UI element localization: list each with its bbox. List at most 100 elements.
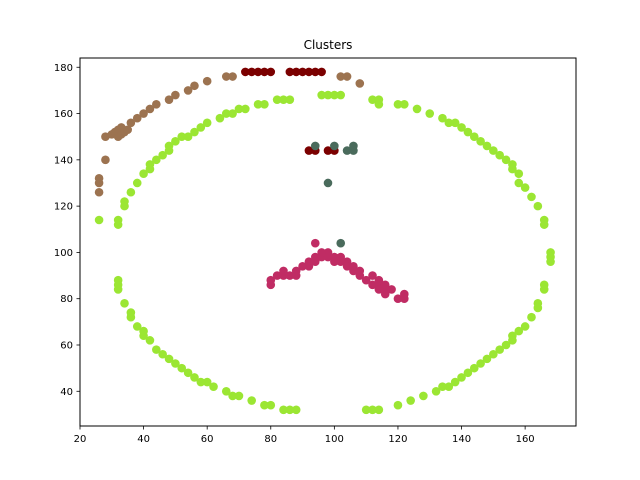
scatter-point-series-3 bbox=[260, 99, 269, 109]
scatter-point-series-4 bbox=[310, 141, 320, 151]
scatter-point-series-3 bbox=[508, 336, 517, 345]
x-tick-label: 20 bbox=[74, 434, 87, 445]
scatter-point-series-1 bbox=[190, 81, 199, 91]
scatter-point-series-3 bbox=[202, 118, 212, 128]
scatter-point-series-3 bbox=[425, 109, 435, 118]
scatter-point-series-3 bbox=[533, 303, 543, 313]
scatter-point-series-3 bbox=[393, 400, 403, 410]
y-tick-label: 60 bbox=[60, 340, 73, 351]
scatter-point-series-1 bbox=[123, 125, 132, 135]
chart-title: Clusters bbox=[304, 38, 353, 52]
scatter-point-series-1 bbox=[342, 72, 352, 81]
scatter-point-series-3 bbox=[368, 95, 377, 104]
scatter-point-series-3 bbox=[247, 396, 256, 405]
scatter-point-series-3 bbox=[482, 354, 492, 364]
scatter-point-series-3 bbox=[215, 113, 225, 123]
scatter-point-series-2 bbox=[241, 67, 250, 77]
plot-frame bbox=[79, 57, 577, 427]
scatter-point-series-4 bbox=[330, 141, 339, 151]
scatter-point-series-3 bbox=[469, 363, 479, 373]
scatter-point-series-5 bbox=[298, 262, 307, 271]
scatter-point-series-2 bbox=[304, 67, 314, 77]
scatter-point-series-3 bbox=[400, 99, 409, 109]
scatter-point-series-3 bbox=[361, 405, 371, 415]
scatter-point-series-3 bbox=[234, 391, 244, 401]
scatter-point-series-1 bbox=[183, 86, 193, 95]
scatter-point-series-3 bbox=[469, 132, 479, 141]
scatter-point-series-3 bbox=[177, 363, 187, 373]
scatter-point-series-3 bbox=[450, 377, 460, 387]
scatter-point-series-3 bbox=[241, 104, 250, 114]
y-tick-label: 180 bbox=[54, 63, 73, 74]
scatter-point-series-5 bbox=[310, 252, 320, 262]
x-tick-label: 100 bbox=[325, 434, 344, 445]
scatter-point-series-3 bbox=[209, 382, 218, 391]
scatter-point-series-3 bbox=[196, 123, 206, 132]
scatter-point-series-5 bbox=[361, 275, 371, 285]
scatter-point-series-1 bbox=[152, 99, 161, 109]
scatter-point-series-3 bbox=[476, 137, 485, 146]
scatter-point-series-5 bbox=[291, 266, 301, 276]
scatter-point-series-5 bbox=[368, 280, 377, 290]
scatter-point-series-3 bbox=[139, 326, 148, 336]
scatter-point-series-5 bbox=[349, 262, 358, 271]
scatter-point-series-5 bbox=[336, 257, 346, 266]
scatter-point-series-3 bbox=[463, 368, 473, 378]
scatter-point-series-1 bbox=[202, 76, 212, 86]
scatter-point-series-3 bbox=[495, 345, 504, 354]
scatter-point-series-3 bbox=[527, 312, 536, 322]
scatter-point-series-3 bbox=[221, 386, 231, 396]
scatter-point-series-3 bbox=[139, 169, 148, 179]
scatter-point-series-3 bbox=[495, 150, 504, 160]
scatter-point-series-5 bbox=[368, 271, 377, 280]
scatter-point-series-3 bbox=[266, 400, 276, 410]
scatter-point-series-3 bbox=[476, 359, 485, 368]
scatter-point-series-3 bbox=[438, 382, 447, 391]
scatter-point-series-3 bbox=[152, 155, 161, 165]
scatter-point-series-5 bbox=[330, 257, 339, 266]
scatter-point-series-3 bbox=[514, 169, 524, 179]
scatter-point-series-3 bbox=[164, 141, 174, 151]
scatter-point-series-3 bbox=[171, 359, 180, 368]
x-tick-label: 80 bbox=[264, 434, 277, 445]
scatter-point-series-3 bbox=[285, 405, 295, 415]
scatter-point-series-1 bbox=[101, 155, 110, 165]
scatter-point-series-3 bbox=[489, 146, 498, 155]
scatter-point-series-5 bbox=[400, 289, 409, 299]
scatter-point-series-3 bbox=[444, 118, 454, 128]
scatter-point-series-3 bbox=[202, 377, 212, 387]
scatter-point-series-2 bbox=[323, 146, 333, 155]
scatter-point-series-1 bbox=[126, 118, 136, 128]
scatter-point-series-3 bbox=[183, 132, 193, 141]
scatter-point-series-3 bbox=[546, 257, 555, 266]
scatter-point-series-3 bbox=[171, 137, 180, 146]
scatter-point-series-3 bbox=[190, 127, 199, 137]
scatter-point-series-3 bbox=[158, 150, 167, 160]
scatter-point-series-3 bbox=[183, 368, 193, 378]
scatter-point-series-3 bbox=[533, 201, 543, 211]
scatter-point-series-3 bbox=[374, 405, 384, 415]
scatter-point-series-5 bbox=[310, 238, 320, 248]
scatter-point-series-3 bbox=[336, 90, 346, 100]
scatter-point-series-4 bbox=[323, 178, 333, 188]
scatter-point-series-3 bbox=[234, 104, 244, 114]
scatter-point-series-5 bbox=[374, 275, 384, 285]
scatter-point-series-3 bbox=[317, 90, 326, 100]
scatter-point-series-3 bbox=[508, 164, 517, 174]
scatter-point-series-2 bbox=[260, 67, 269, 77]
scatter-point-series-3 bbox=[272, 95, 282, 104]
scatter-point-series-1 bbox=[94, 187, 104, 197]
scatter-point-series-3 bbox=[164, 354, 174, 364]
scatter-point-series-3 bbox=[120, 197, 129, 206]
scatter-point-series-3 bbox=[406, 396, 415, 405]
y-tick-label: 140 bbox=[54, 155, 73, 166]
data-points bbox=[94, 67, 555, 415]
scatter-point-series-5 bbox=[374, 285, 384, 294]
scatter-point-series-3 bbox=[145, 336, 155, 345]
scatter-point-series-3 bbox=[514, 178, 524, 188]
x-tick-label: 140 bbox=[452, 434, 471, 445]
y-tick-label: 100 bbox=[54, 248, 73, 259]
scatter-point-series-3 bbox=[260, 400, 269, 410]
scatter-point-series-5 bbox=[317, 248, 326, 257]
